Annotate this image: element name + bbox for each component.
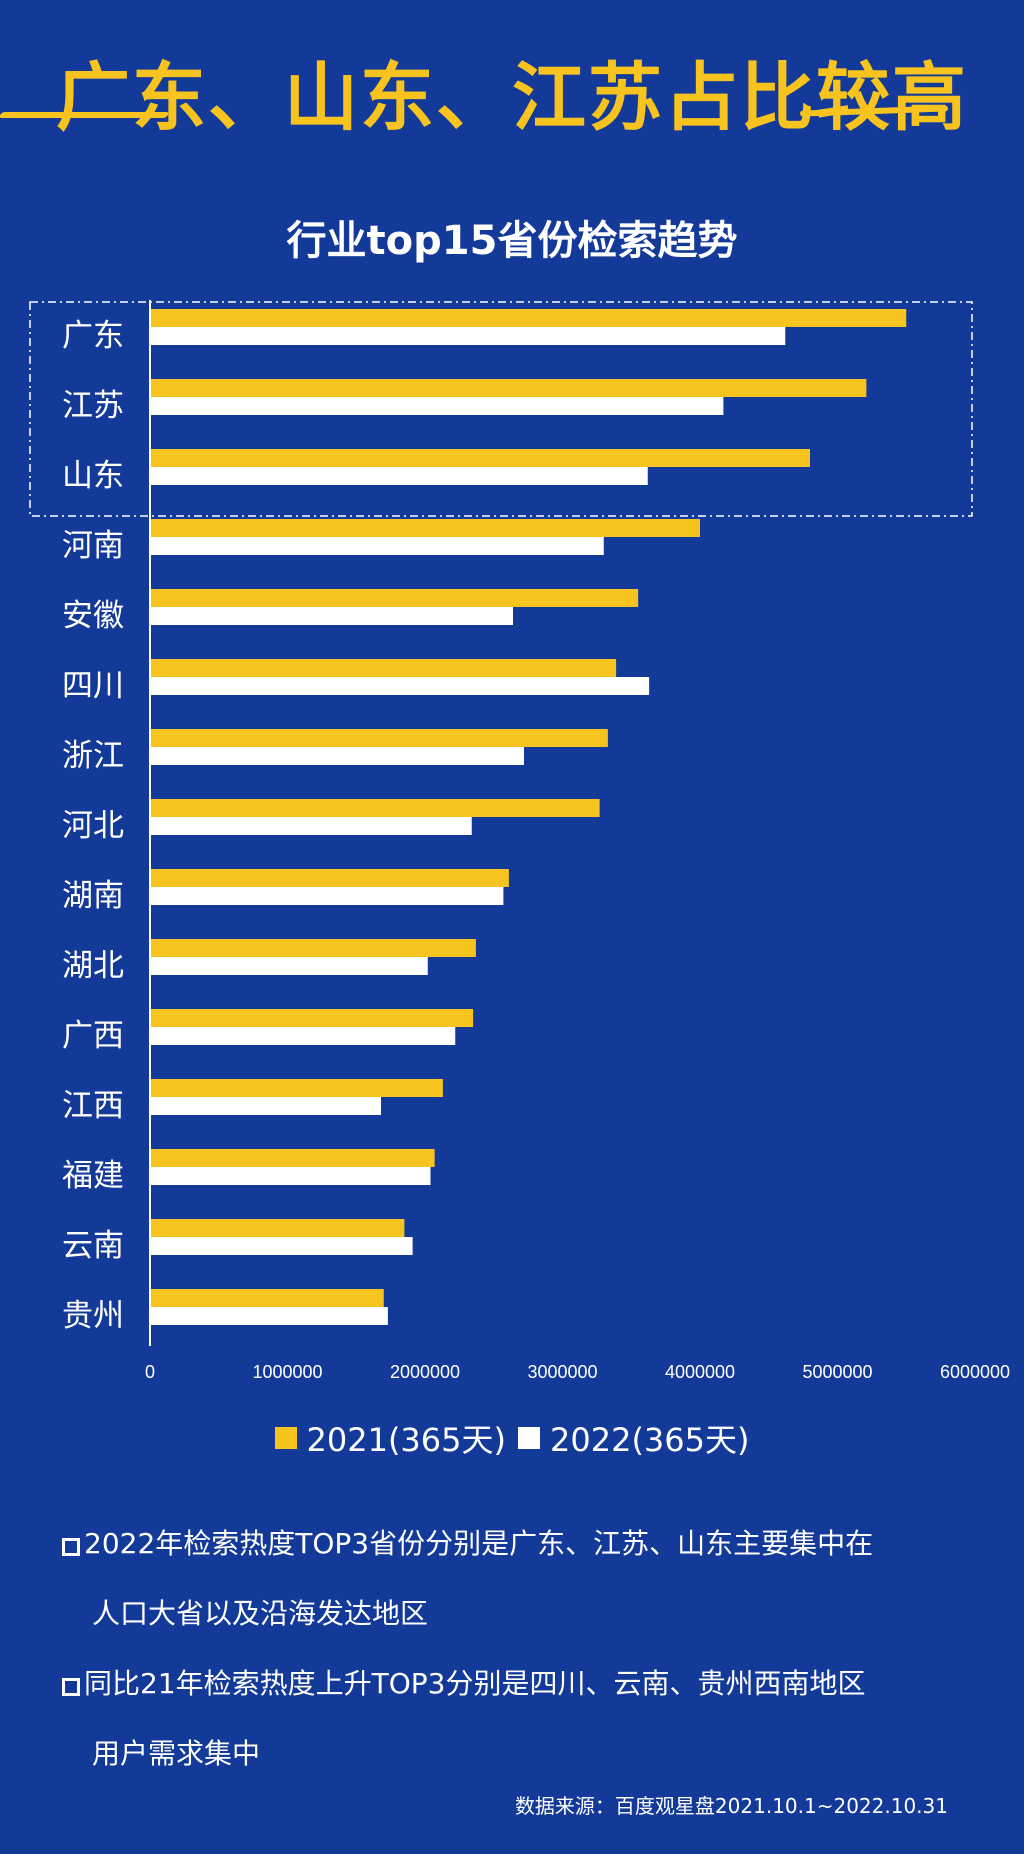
bar-2021-3 [150, 449, 810, 467]
category-label-7: 浙江 [62, 738, 124, 774]
x-tick-label-4: 4000000 [665, 1362, 735, 1382]
note-2-line-2: 用户需求集中 [92, 1737, 261, 1770]
bar-2022-9 [150, 887, 504, 905]
bar-2022-13 [150, 1167, 431, 1185]
bar-2021-10 [150, 939, 476, 957]
bar-2021-9 [150, 869, 509, 887]
bar-2021-13 [150, 1149, 435, 1167]
category-label-12: 江西 [62, 1088, 124, 1124]
bar-2021-7 [150, 729, 608, 747]
bar-2022-12 [150, 1097, 381, 1115]
bar-2022-15 [150, 1307, 388, 1325]
category-label-5: 安徽 [62, 598, 124, 634]
bar-2022-4 [150, 537, 604, 555]
bar-2022-11 [150, 1027, 456, 1045]
headline: 广东、山东、江苏占比较高 [56, 55, 968, 141]
category-label-11: 广西 [62, 1018, 124, 1054]
bar-2021-6 [150, 659, 617, 677]
x-tick-label-6: 6000000 [940, 1362, 1010, 1382]
bar-2022-5 [150, 607, 513, 625]
bar-2021-2 [150, 379, 867, 397]
legend-label-2021: 2021(365天) [306, 1421, 507, 1459]
category-label-4: 河南 [62, 528, 124, 564]
note-1-line-2: 人口大省以及沿海发达地区 [92, 1597, 429, 1630]
legend-label-2022: 2022(365天) [550, 1421, 750, 1459]
chart-legend: 2021(365天) 2022(365天) [0, 1415, 1024, 1461]
bar-2021-14 [150, 1219, 405, 1237]
category-label-2: 江苏 [62, 388, 124, 424]
category-label-3: 山东 [62, 458, 124, 494]
x-tick-label-1: 1000000 [252, 1362, 322, 1382]
legend-swatch-2021 [274, 1427, 297, 1449]
x-tick-label-2: 2000000 [390, 1362, 460, 1382]
category-label-14: 云南 [62, 1228, 124, 1264]
bar-2022-1 [150, 327, 786, 345]
data-source: 数据来源：百度观星盘2021.10.1~2022.10.31 [514, 1794, 948, 1818]
notes: 2022年检索热度TOP3省份分别是广东、江苏、山东主要集中在 人口大省以及沿海… [62, 1518, 962, 1798]
bar-2021-15 [150, 1289, 384, 1307]
bar-2021-12 [150, 1079, 443, 1097]
bar-2021-11 [150, 1009, 474, 1027]
note-2-line-1: 同比21年检索热度上升TOP3分别是四川、云南、贵州西南地区 [62, 1658, 962, 1728]
bar-2021-8 [150, 799, 600, 817]
bar-2022-2 [150, 397, 724, 415]
category-label-1: 广东 [62, 318, 124, 354]
bar-2022-3 [150, 467, 648, 485]
category-label-9: 湖南 [62, 878, 124, 914]
bar-2021-5 [150, 589, 639, 607]
bar-2021-4 [150, 519, 700, 537]
category-label-6: 四川 [62, 668, 124, 704]
top3-highlight-box [29, 301, 973, 517]
bar-2021-1 [150, 309, 907, 327]
x-tick-label-3: 3000000 [527, 1362, 597, 1382]
category-label-10: 湖北 [62, 948, 124, 984]
note-1-text-a: 2022年检索热度TOP3省份分别是广东、江苏、山东主要集中在 [84, 1527, 874, 1560]
legend-item-2022: 2022(365天) [518, 1415, 750, 1461]
checkbox-icon [62, 1678, 80, 1696]
bar-2022-8 [150, 817, 472, 835]
category-label-13: 福建 [62, 1158, 124, 1194]
note-2-text-a: 同比21年检索热度上升TOP3分别是四川、云南、贵州西南地区 [84, 1667, 866, 1700]
x-tick-label-5: 5000000 [802, 1362, 872, 1382]
checkbox-icon [62, 1538, 80, 1556]
bar-2022-7 [150, 747, 524, 765]
chart-title: 行业top15省份检索趋势 [286, 218, 738, 264]
bar-2022-14 [150, 1237, 413, 1255]
headline-underline-left [0, 112, 170, 118]
legend-item-2021: 2021(365天) [274, 1415, 507, 1461]
bar-2022-10 [150, 957, 428, 975]
category-label-15: 贵州 [62, 1298, 124, 1334]
x-tick-label-0: 0 [145, 1362, 155, 1382]
bar-2022-6 [150, 677, 650, 695]
legend-swatch-2022 [518, 1427, 540, 1449]
note-1-line-1: 2022年检索热度TOP3省份分别是广东、江苏、山东主要集中在 [62, 1518, 962, 1588]
category-label-8: 河北 [62, 808, 124, 844]
